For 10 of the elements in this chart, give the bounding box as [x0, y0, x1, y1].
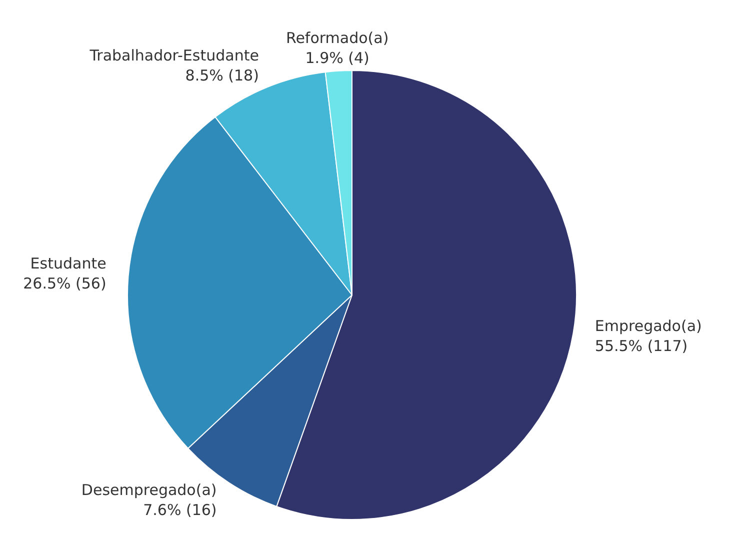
data-label: 1.9% (4) [305, 48, 370, 67]
slice-label: Desempregado(a) [81, 480, 217, 499]
slice-label: Trabalhador-Estudante [88, 46, 259, 65]
data-label: 26.5% (56) [23, 274, 106, 293]
data-label: 7.6% (16) [143, 500, 217, 519]
data-label: 55.5% (117) [594, 336, 688, 355]
slice-label: Empregado(a) [594, 316, 702, 335]
slice-label: Reformado(a) [286, 28, 389, 47]
slice-label: Estudante [30, 254, 106, 273]
data-label: 8.5% (18) [185, 66, 259, 85]
